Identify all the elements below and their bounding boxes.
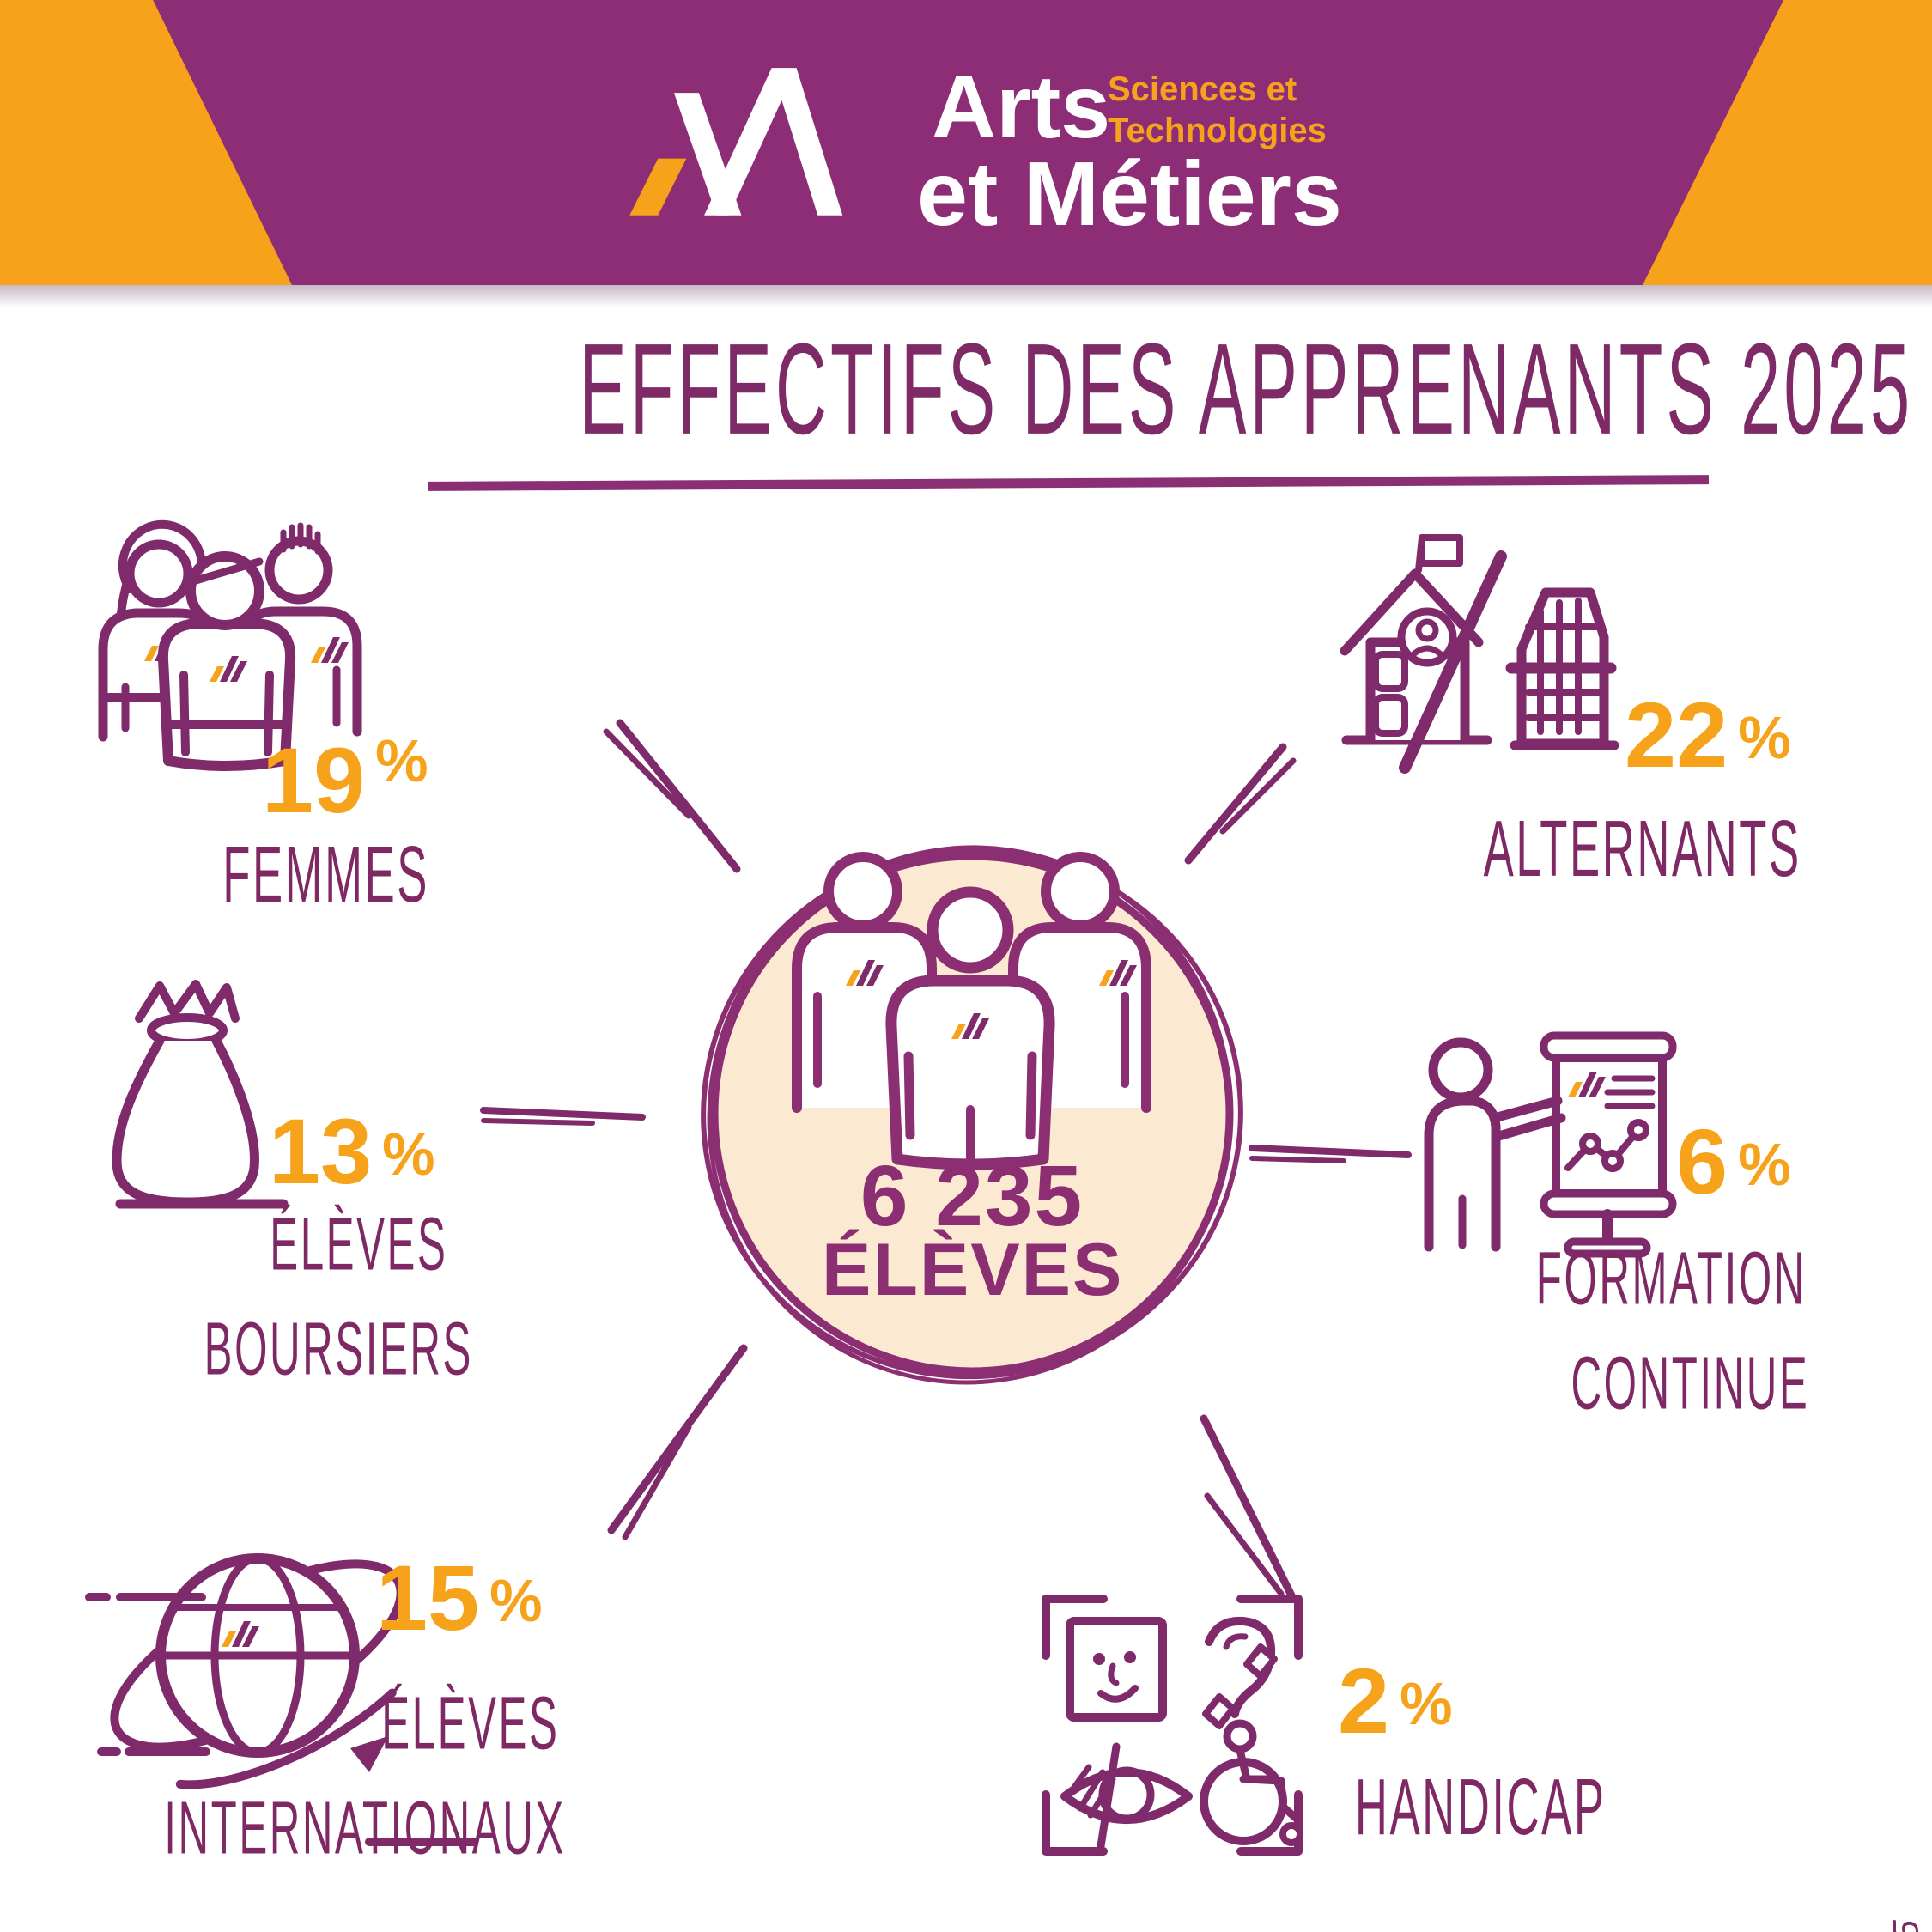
header-band: Arts Sciences et Technologies et Métiers (0, 0, 1932, 307)
stat-handicap-number: 2% (1338, 1649, 1453, 1753)
page-title: EFFECTIFS DES APPRENANTS 2025 (579, 317, 1914, 463)
ray-bottom-left (607, 1344, 748, 1540)
brand-tagline: Sciences et Technologies (1108, 69, 1327, 151)
arts-et-metiers-logo-icon (629, 68, 843, 216)
hearing-impairment-icon (1202, 1616, 1278, 1729)
center-label: ÉLÈVES (822, 1229, 1124, 1311)
data-source-footnote: Données : Observatoires des données - Ma… (1886, 1920, 1927, 1932)
connector-rays (480, 719, 1412, 1600)
ray-right (1249, 1145, 1412, 1163)
ray-bottom-right (1200, 1414, 1296, 1600)
trainer-presentation-icon (1424, 1031, 1677, 1258)
visual-impairment-icon (1060, 1742, 1193, 1850)
brand-et-metiers: et Métiers (917, 143, 1342, 245)
brand-arts: Arts (932, 58, 1111, 157)
accessibility-icons (1042, 1595, 1303, 1856)
stat-boursiers-number: 13% (269, 1099, 435, 1203)
stat-formation-number: 6% (1676, 1109, 1791, 1213)
stat-boursiers-label: ÉLÈVES BOURSIERS (204, 1202, 473, 1391)
three-women-icon (98, 519, 362, 771)
stat-femmes-label: FEMMES (222, 830, 430, 920)
face-icon (1066, 1617, 1167, 1722)
stat-femmes-number: 19% (262, 727, 428, 832)
stat-handicap-label: HANDICAP (1354, 1763, 1607, 1852)
stat-formation-label: FORMATION CONTINUE (1536, 1236, 1810, 1425)
wheelchair-icon (1200, 1719, 1303, 1846)
ray-top-left (603, 719, 741, 873)
stat-internationaux-label: ÉLÈVES INTERNATIONAUX (164, 1681, 566, 1870)
globe-icon (85, 1553, 478, 1846)
students-group-icon (792, 852, 1151, 1170)
stat-alternants-label: ALTERNANTS (1483, 805, 1801, 894)
money-bag-icon (112, 980, 289, 1209)
school-and-company-icon (1340, 534, 1619, 774)
tagline-line1: Sciences et (1108, 70, 1297, 108)
stat-internationaux-number: 15% (376, 1546, 543, 1649)
stat-alternants-number: 22% (1625, 683, 1791, 787)
center-value: 6 235 (860, 1148, 1084, 1244)
tagline-line2: Technologies (1108, 112, 1327, 149)
ray-left (480, 1107, 646, 1126)
ray-top-right (1184, 743, 1297, 865)
